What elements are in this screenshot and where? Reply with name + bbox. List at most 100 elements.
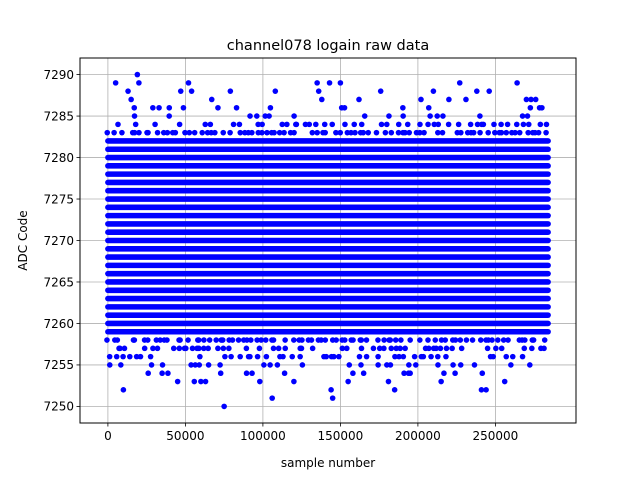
data-point [396, 353, 402, 360]
data-point [504, 121, 511, 128]
data-point [479, 370, 486, 377]
data-point [132, 121, 139, 128]
data-point [131, 337, 138, 343]
y-tick-label: 7280 [43, 151, 74, 165]
data-point [418, 96, 424, 103]
data-point [237, 353, 243, 360]
data-point [450, 362, 456, 368]
data-point [249, 370, 255, 377]
data-point [458, 345, 465, 352]
data-point [333, 129, 339, 136]
data-point [254, 337, 260, 343]
data-point [498, 121, 504, 128]
data-point [386, 113, 392, 119]
data-point [281, 129, 287, 136]
data-point [455, 121, 462, 128]
data-point [527, 104, 534, 111]
data-point [259, 121, 265, 128]
data-point [267, 104, 274, 111]
data-point [503, 129, 510, 136]
data-point [516, 129, 523, 136]
data-point [375, 337, 381, 343]
data-point [363, 353, 370, 360]
data-point [373, 129, 380, 136]
data-point [306, 121, 313, 128]
data-point [185, 337, 191, 343]
data-point [543, 129, 549, 136]
data-point [322, 337, 329, 343]
data-point [205, 345, 211, 352]
data-points [104, 71, 551, 410]
x-axis-label: sample number [281, 456, 375, 470]
data-point [215, 345, 221, 352]
data-point [471, 362, 478, 368]
data-point [191, 129, 198, 136]
data-point [208, 96, 215, 103]
data-point [392, 353, 398, 360]
data-point [360, 370, 367, 377]
y-tick-label: 7260 [43, 317, 74, 331]
data-point [411, 353, 418, 360]
data-point [346, 362, 353, 368]
data-point [174, 378, 181, 385]
data-point [404, 121, 411, 128]
data-point [202, 121, 209, 128]
data-point [421, 129, 427, 136]
data-point [275, 345, 282, 352]
data-point [361, 113, 368, 119]
data-point [420, 353, 427, 360]
data-point [431, 121, 438, 128]
data-point [150, 104, 156, 111]
data-point [264, 129, 270, 136]
data-point [477, 113, 483, 119]
data-point [339, 345, 346, 352]
data-point [229, 337, 236, 343]
data-point [314, 80, 320, 86]
data-point [395, 129, 402, 136]
data-point [528, 96, 534, 103]
data-point [508, 362, 514, 368]
data-point [498, 129, 505, 136]
data-point [493, 345, 499, 352]
data-point [435, 362, 441, 368]
data-point [387, 362, 394, 368]
x-tick-label: 200000 [395, 429, 441, 443]
data-point [196, 362, 203, 368]
data-point [309, 345, 316, 352]
data-point [452, 370, 458, 377]
data-point [345, 378, 351, 385]
data-point [219, 337, 226, 343]
data-point [262, 113, 269, 119]
data-point [469, 337, 476, 343]
data-point [196, 345, 202, 352]
data-point [356, 96, 362, 103]
data-point [166, 104, 173, 111]
data-point [417, 337, 423, 343]
data-point [255, 121, 261, 128]
data-point [432, 337, 439, 343]
data-point [308, 337, 315, 343]
data-point [323, 353, 330, 360]
data-point [121, 345, 128, 352]
data-point [523, 96, 530, 103]
data-point [315, 88, 322, 94]
data-point [463, 96, 469, 103]
data-point [192, 362, 199, 368]
data-point [243, 370, 250, 377]
data-point [117, 345, 123, 352]
data-point [350, 370, 356, 377]
y-tick-label: 7290 [43, 68, 74, 82]
data-point [125, 88, 131, 94]
data-point [114, 337, 121, 343]
data-point [443, 345, 450, 352]
data-point [291, 129, 297, 136]
data-point [434, 353, 441, 360]
data-point [145, 370, 151, 377]
chart-title: channel078 logain raw data [227, 38, 429, 54]
data-point [262, 337, 269, 343]
data-point [351, 121, 358, 128]
data-point [388, 129, 395, 136]
data-point [213, 337, 219, 343]
data-point [145, 129, 151, 136]
data-point [352, 129, 358, 136]
